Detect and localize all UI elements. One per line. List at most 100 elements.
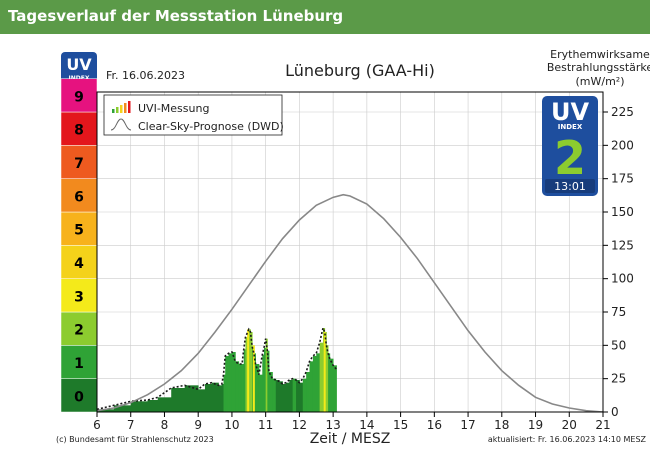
uvi-bar — [272, 378, 277, 412]
uvi-bar — [299, 382, 304, 412]
legend-label-forecast: Clear-Sky-Prognose (DWD) — [138, 120, 284, 133]
x-tick-label: 10 — [224, 418, 239, 432]
uvi-bar — [218, 385, 223, 412]
uvi-bar — [289, 380, 294, 412]
uvi-level-label: 3 — [74, 289, 84, 305]
uvi-bar — [262, 354, 265, 412]
uvi-scale: 0 1 2 3 4 5 6 7 8 9 — [60, 78, 98, 413]
x-tick-label: 21 — [595, 418, 610, 432]
x-tick-label: 16 — [427, 418, 442, 432]
uvi-bar — [296, 380, 300, 412]
copyright-footer: (c) Bundesamt für Strahlenschutz 2023 — [56, 435, 214, 444]
uvi-measurement-line — [97, 325, 338, 411]
x-axis-ticks: 6 7 8 9 10 11 12 13 14 15 16 17 18 19 20 21 — [93, 412, 611, 432]
x-tick-label: 18 — [494, 418, 509, 432]
legend-bars-icon — [112, 101, 131, 113]
badge-time: 13:01 — [554, 180, 586, 193]
uvi-level-8 — [60, 111, 98, 146]
uvi-bar — [269, 372, 273, 412]
page-header-title: Tagesverlauf der Messstation Lüneburg — [8, 7, 344, 25]
y-tick-label: 0 — [611, 405, 619, 419]
uvi-bar — [265, 338, 268, 412]
uvi-bar — [326, 345, 329, 412]
uvi-bar — [223, 374, 226, 412]
uvi-bar — [316, 353, 321, 412]
uvi-bar — [97, 409, 115, 412]
uvi-level-label: 9 — [74, 89, 84, 105]
uvi-bar — [171, 388, 186, 412]
uvi-level-9 — [60, 78, 98, 113]
x-tick-label: 8 — [161, 418, 169, 432]
uvi-bar — [255, 364, 260, 412]
uvi-level-label: 2 — [74, 323, 84, 339]
uvi-bar — [221, 384, 224, 412]
uvi-bar — [242, 364, 245, 412]
uvi-level-2 — [60, 311, 98, 346]
y-axis-label-line-2: Bestrahlungsstärke — [547, 61, 650, 74]
uvi-bar — [312, 356, 317, 412]
uvi-level-label: 4 — [74, 256, 84, 272]
uvi-bar — [333, 365, 337, 412]
uvi-peak-highlight — [252, 345, 255, 412]
x-tick-label: 19 — [528, 418, 543, 432]
uvi-bar — [275, 380, 280, 412]
grid — [96, 92, 604, 413]
update-footer: aktualisiert: Fr. 16.06.2023 14:10 MESZ — [488, 435, 647, 444]
x-tick-label: 11 — [258, 418, 273, 432]
y-tick-label: 50 — [611, 338, 626, 352]
y-tick-label: 150 — [611, 205, 634, 219]
y-tick-label: 75 — [611, 305, 626, 319]
uvi-level-label: 7 — [74, 156, 84, 172]
y-tick-label: 100 — [611, 272, 634, 286]
uvi-bar — [248, 329, 251, 412]
uvi-level-label: 5 — [74, 223, 84, 239]
uvi-measurement-area — [97, 325, 338, 412]
x-axis-label: Zeit / MESZ — [310, 431, 391, 447]
x-tick-label: 14 — [359, 418, 374, 432]
x-tick-label: 15 — [393, 418, 408, 432]
legend: UVI-Messung Clear-Sky-Prognose (DWD) — [103, 94, 284, 136]
forecast-curve — [97, 193, 603, 412]
uvi-bar — [329, 358, 334, 412]
y-axis-label-line-1: Erythemwirksame — [550, 48, 650, 61]
y-axis-label-line-3: (mW/m²) — [575, 75, 624, 88]
uvi-bar — [231, 352, 236, 412]
uvi-bar — [243, 349, 246, 412]
uvi-bar — [204, 384, 213, 412]
x-tick-label: 17 — [460, 418, 475, 432]
uvi-bar — [279, 381, 283, 412]
uvi-bar — [228, 353, 233, 412]
badge-logo-text: UV — [551, 98, 589, 126]
uvi-bar — [238, 364, 243, 412]
legend-label-measurement: UVI-Messung — [138, 102, 209, 115]
uvi-bar — [113, 405, 132, 412]
uvi-level-1 — [60, 345, 98, 379]
x-tick-label: 6 — [93, 418, 101, 432]
x-tick-label: 12 — [292, 418, 307, 432]
page-header: Tagesverlauf der Messstation Lüneburg — [0, 0, 650, 34]
uvi-bar — [282, 384, 287, 412]
uvi-level-label: 8 — [74, 123, 84, 139]
x-tick-label: 20 — [562, 418, 577, 432]
y-tick-label: 175 — [611, 172, 634, 186]
uv-index-badge: UV INDEX 2 13:01 — [542, 96, 598, 196]
chart-date: Fr. 16.06.2023 — [106, 69, 185, 82]
uvi-bar — [225, 356, 229, 412]
uvi-bar — [258, 374, 263, 412]
uvi-bar — [292, 378, 297, 412]
uvi-bar — [130, 401, 148, 412]
chart-title: Lüneburg (GAA-Hi) — [285, 61, 435, 80]
plot-area — [97, 92, 603, 412]
uvi-bar — [198, 389, 206, 412]
uvi-bar — [328, 353, 331, 412]
uvi-bar — [147, 400, 159, 412]
uvi-bar — [235, 361, 240, 412]
uvi-bar — [285, 382, 290, 412]
uvi-bar — [309, 361, 314, 412]
uvi-bar — [253, 353, 256, 412]
uvi-bar — [184, 385, 199, 412]
uvi-bar — [263, 348, 267, 412]
uvi-bar — [302, 378, 307, 412]
y-tick-label: 125 — [611, 238, 634, 252]
uvi-bar — [267, 350, 270, 412]
